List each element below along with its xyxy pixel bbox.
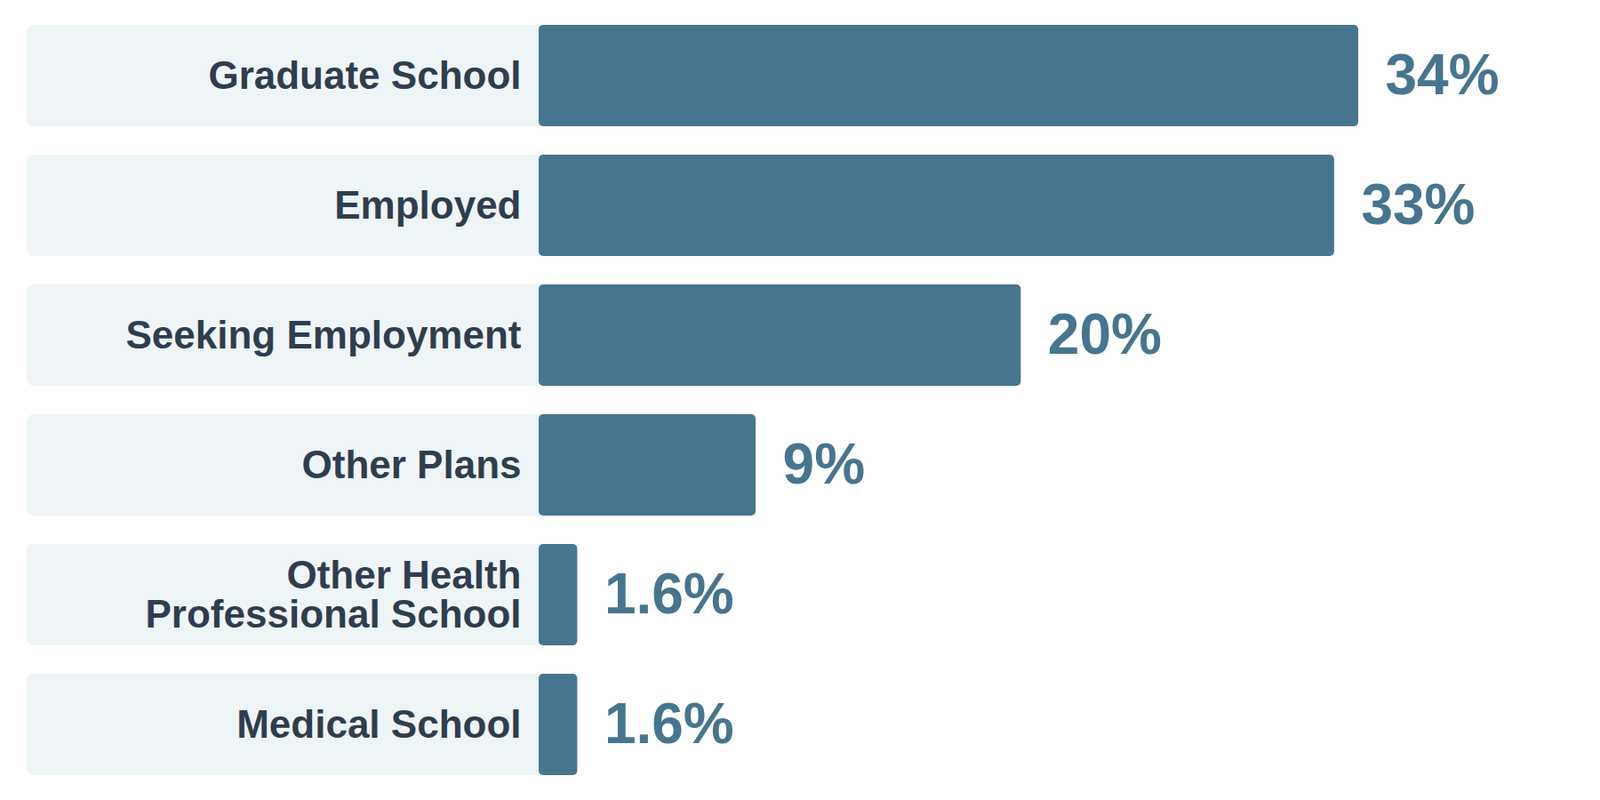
svg-text:1.6%: 1.6% [604,561,735,626]
svg-text:Graduate School: Graduate School [208,53,521,97]
svg-text:Other HealthProfessional Schoo: Other HealthProfessional School [145,552,522,636]
svg-text:20%: 20% [1048,302,1162,367]
svg-text:Seeking Employment: Seeking Employment [125,312,521,357]
svg-text:34%: 34% [1385,42,1500,107]
svg-text:9%: 9% [783,432,866,496]
svg-text:1.6%: 1.6% [604,691,735,756]
svg-text:Medical School: Medical School [236,702,521,746]
svg-text:33%: 33% [1360,172,1475,237]
svg-text:Other Plans: Other Plans [302,442,522,487]
svg-text:Employed: Employed [334,183,521,227]
